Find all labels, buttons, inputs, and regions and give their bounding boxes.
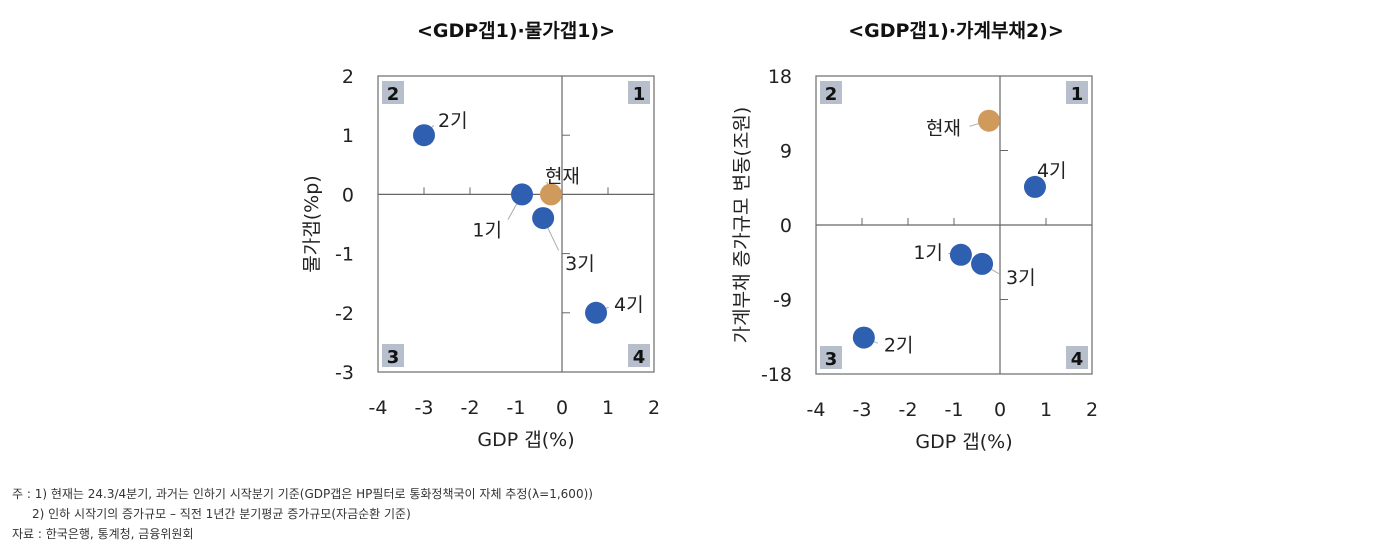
data-point [413, 124, 435, 147]
quadrant-label: 1 [1071, 84, 1084, 105]
x-tick-label: -1 [507, 397, 526, 419]
x-axis-label: GDP 갭(%) [477, 429, 574, 451]
quadrant-label: 4 [633, 347, 646, 368]
y-tick-label: -9 [773, 290, 792, 312]
point-label: 2기 [884, 335, 914, 357]
quadrant-badge [820, 81, 842, 104]
data-point [532, 207, 555, 230]
quadrant-label: 1 [633, 84, 646, 105]
y-tick-label: 18 [768, 66, 792, 88]
x-tick-label: 1 [1040, 399, 1052, 421]
x-tick-label: -2 [899, 399, 918, 421]
data-point [971, 252, 994, 275]
x-tick-label: -4 [807, 399, 826, 421]
quadrant-badge [382, 344, 404, 367]
y-tick-label: -2 [335, 303, 354, 325]
quadrant-label: 4 [1071, 349, 1084, 370]
quadrant-label: 2 [825, 84, 838, 105]
point-label: 3기 [1006, 267, 1036, 289]
data-point [510, 183, 533, 206]
x-axis-label: GDP 갭(%) [915, 431, 1012, 453]
y-tick-label: 0 [342, 184, 354, 206]
x-tick-label: 0 [994, 399, 1006, 421]
y-axis-label: 가계부채 증가규모 변동(조원) [731, 107, 753, 344]
data-point [977, 109, 1000, 132]
quadrant-badge [382, 81, 404, 104]
quadrant-badge [628, 344, 650, 367]
plot-frame [377, 75, 655, 373]
point-label: 4기 [614, 294, 644, 316]
x-tick-label: 0 [556, 397, 568, 419]
x-tick-label: 2 [648, 397, 660, 419]
x-tick-label: -3 [415, 397, 434, 419]
data-point [852, 326, 875, 349]
point-label: 1기 [913, 242, 943, 264]
quadrant-label: 3 [387, 347, 400, 368]
x-tick-label: -1 [945, 399, 964, 421]
y-tick-label: -18 [761, 364, 792, 386]
point-label: 2기 [438, 110, 468, 132]
data-point [585, 301, 608, 324]
note-1: 주 : 1) 현재는 24.3/4분기, 과거는 인하기 시작분기 기준(GDP… [12, 487, 593, 501]
quadrant-label: 3 [825, 349, 838, 370]
x-tick-label: -2 [461, 397, 480, 419]
source-note: 자료 : 한국은행, 통계청, 금융위원회 [12, 527, 194, 541]
quadrant-badge [820, 346, 842, 369]
chart-title: <GDP갭1)·물가갭1)> [417, 20, 615, 42]
y-tick-label: 1 [342, 125, 354, 147]
data-point [1023, 175, 1046, 198]
x-tick-label: 2 [1086, 399, 1098, 421]
data-point [949, 243, 972, 266]
x-tick-label: -3 [853, 399, 872, 421]
chart-title: <GDP갭1)·가계부채2)> [848, 20, 1064, 42]
y-tick-label: -3 [335, 362, 354, 384]
x-tick-label: -4 [369, 397, 388, 419]
point-label: 현재 [545, 165, 580, 187]
y-axis-label: 물가갭(%p) [301, 175, 323, 272]
quadrant-label: 2 [387, 84, 400, 105]
note-2: 2) 인하 시작기의 증가규모 – 직전 1년간 분기평균 증가규모(자금순환 … [32, 507, 411, 521]
charts: <GDP갭1)·물가갭1)> -4 -3 -2 -1 0 1 2 2 1 0 -1 -2 -3 GDP 갭(… [301, 20, 1098, 453]
y-tick-label: 9 [780, 141, 792, 163]
footnotes: 주 : 1) 현재는 24.3/4분기, 과거는 인하기 시작분기 기준(GDP… [12, 484, 593, 544]
point-label: 1기 [472, 219, 502, 241]
y-tick-label: 2 [342, 66, 354, 88]
point-label: 현재 [926, 118, 961, 140]
quadrant-badge [1066, 346, 1088, 369]
y-tick-label: 0 [780, 215, 792, 237]
point-label: 4기 [1037, 160, 1067, 182]
y-tick-label: -1 [335, 244, 354, 266]
point-label: 3기 [565, 253, 595, 275]
quadrant-badge [628, 81, 650, 104]
quadrant-badge [1066, 81, 1088, 104]
data-point [539, 183, 562, 206]
x-tick-label: 1 [602, 397, 614, 419]
